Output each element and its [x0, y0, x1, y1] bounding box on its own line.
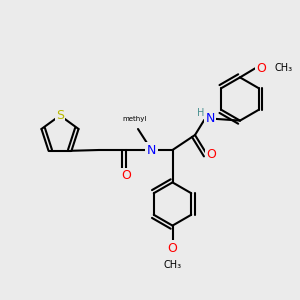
Text: N: N — [205, 112, 215, 125]
Text: CH₃: CH₃ — [274, 63, 292, 74]
Text: O: O — [168, 242, 177, 255]
Text: N: N — [147, 143, 156, 157]
Text: CH₃: CH₃ — [164, 260, 181, 270]
Text: S: S — [56, 109, 64, 122]
Text: methyl: methyl — [123, 116, 147, 122]
Text: O: O — [121, 169, 131, 182]
Text: O: O — [207, 148, 216, 161]
Text: H: H — [197, 107, 205, 118]
Text: O: O — [256, 62, 266, 75]
